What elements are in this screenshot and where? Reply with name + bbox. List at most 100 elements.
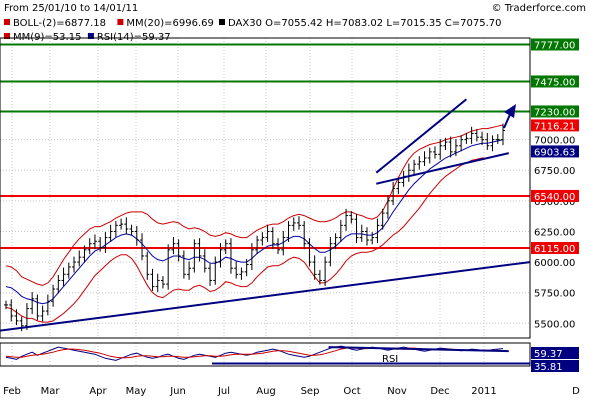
price-bar — [490, 135, 495, 152]
upper-band-line — [5, 124, 504, 286]
x-tick-label: May — [126, 386, 147, 397]
price-bar — [197, 238, 202, 262]
legend-marker-icon — [4, 19, 10, 25]
support-resistance-levels — [0, 43, 530, 249]
price-bar — [176, 239, 181, 262]
level-label: 6540.00 — [534, 192, 575, 203]
price-bar — [249, 243, 254, 271]
x-tick-label: Jul — [217, 386, 230, 397]
price-grid — [0, 38, 530, 338]
level-label: 7777.00 — [534, 40, 575, 51]
price-bar — [30, 292, 35, 315]
price-bar — [4, 300, 8, 310]
price-bar — [375, 218, 380, 244]
price-bar — [464, 132, 469, 144]
price-marker-label: 6903.63 — [534, 147, 575, 158]
price-bar — [323, 256, 328, 286]
price-bar — [432, 146, 437, 159]
lower-band-line — [5, 153, 504, 323]
price-bar — [145, 251, 150, 280]
price-bar — [113, 221, 118, 237]
rsi-value-label: 59.37 — [534, 349, 563, 360]
x-tick-label: Sep — [301, 386, 320, 397]
price-bar — [192, 239, 197, 273]
price-bar — [349, 211, 354, 224]
price-bar — [485, 132, 490, 151]
price-axis: 5500.00 5750.00 6000.00 6250.00 6500.00 6750.… — [534, 136, 575, 331]
y-tick-label: 6750.00 — [534, 166, 575, 177]
trendline — [375, 98, 468, 174]
price-bar — [40, 305, 45, 322]
price-bar — [302, 221, 307, 250]
price-bar — [312, 255, 317, 280]
rsi-value-box — [531, 360, 579, 372]
price-bar — [495, 134, 500, 144]
price-bar — [443, 137, 448, 151]
price-bar — [412, 159, 417, 175]
rsi-value-label: 35.81 — [534, 362, 563, 373]
level-label-box — [531, 105, 579, 118]
price-marker-box — [531, 145, 579, 158]
y-tick-label: 5750.00 — [534, 289, 575, 300]
x-tick-label: Oct — [343, 386, 360, 397]
price-bar — [501, 123, 505, 146]
price-bar — [453, 139, 458, 157]
level-label: 6115.00 — [534, 244, 575, 255]
price-bar — [82, 245, 87, 263]
price-bar — [422, 151, 427, 166]
price-bars — [4, 123, 505, 332]
legend: BOLL-(2)=6877.18 MM(20)=6996.69 DAX30 O=70… — [4, 18, 502, 43]
price-bar — [66, 262, 71, 279]
price-bar — [19, 316, 24, 332]
price-bar — [260, 232, 265, 246]
legend-marker-icon — [4, 33, 10, 39]
price-bar — [307, 238, 312, 267]
level-label-box — [531, 189, 579, 202]
price-bar — [234, 261, 239, 279]
price-bar — [35, 294, 40, 321]
rsi-labels: 59.37 35.81 — [531, 347, 579, 373]
price-bar — [317, 270, 322, 285]
price-bar — [370, 232, 375, 245]
level-label: 7475.00 — [534, 77, 575, 88]
price-bar — [406, 163, 411, 182]
price-bar — [333, 233, 338, 250]
price-marker-label: 7116.21 — [534, 121, 575, 132]
price-bar — [202, 249, 207, 273]
x-tick-label: Dec — [430, 386, 449, 397]
price-bar — [270, 227, 275, 250]
rsi-line — [5, 345, 504, 361]
trend-arrow — [503, 104, 516, 129]
bollinger-bands — [5, 124, 504, 323]
price-bar — [218, 243, 223, 268]
price-bar — [171, 236, 176, 255]
legend-marker-icon — [117, 19, 124, 25]
price-bar — [359, 224, 364, 242]
trendline — [376, 152, 510, 185]
price-bar — [134, 225, 139, 246]
legend-marker-icon — [219, 19, 225, 25]
price-bar — [208, 263, 213, 286]
price-bar — [417, 156, 422, 170]
x-tick-label: Feb — [3, 386, 21, 397]
trendline — [0, 261, 531, 332]
level-label-box — [531, 242, 579, 254]
price-bar — [474, 129, 479, 142]
price-bar — [459, 135, 464, 152]
price-bar — [354, 213, 359, 244]
price-bar — [281, 230, 286, 256]
price-bar — [160, 276, 165, 289]
time-axis: Feb Mar Apr May Jun Jul Aug Sep Oct Nov Dec 2011 D — [3, 386, 580, 397]
price-marker-box — [531, 119, 579, 132]
x-tick-label: Apr — [89, 386, 107, 397]
price-bar — [296, 216, 301, 230]
price-bar — [155, 273, 160, 293]
price-bar — [103, 232, 108, 253]
price-bar — [328, 236, 333, 267]
legend-marker-icon — [87, 33, 94, 39]
price-bar — [140, 233, 145, 261]
legend-entry: BOLL-(2)=6877.18 — [13, 18, 106, 29]
date-range: From 25/01/10 to 14/01/11 — [4, 3, 138, 14]
price-bar — [480, 131, 485, 146]
x-tick-label: Aug — [256, 386, 276, 397]
